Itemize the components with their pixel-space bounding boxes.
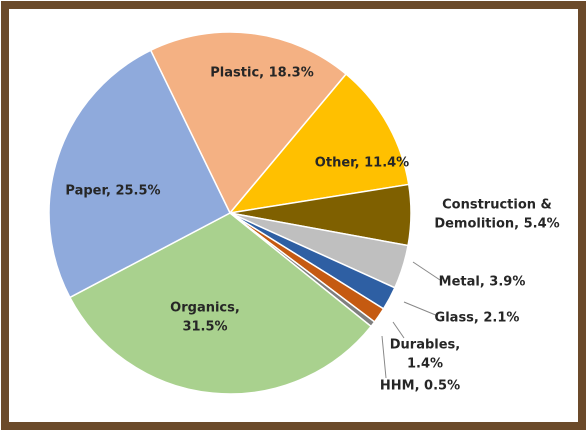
slice-label: Metal, 3.9% — [439, 275, 526, 290]
slice-label: 31.5% — [182, 320, 227, 335]
pie-slice — [228, 73, 410, 215]
slice-label: Glass, 2.1% — [435, 311, 520, 326]
leader-line — [403, 301, 439, 317]
leader-line — [381, 335, 387, 379]
slice-label: Demolition, 5.4% — [434, 217, 559, 232]
slice-label: Organics, — [170, 301, 240, 316]
slice-label: 1.4% — [407, 357, 443, 372]
slice-label: Durables, — [390, 338, 460, 353]
slice-label: Plastic, 18.3% — [210, 66, 313, 81]
pie-slice — [149, 31, 348, 215]
leader-line — [412, 261, 441, 281]
slice-label: Other, 11.4% — [315, 156, 409, 171]
leader-line — [392, 321, 405, 339]
slice-label: Construction & — [442, 198, 552, 213]
slice-label: Paper, 25.5% — [65, 184, 160, 199]
pie-slice — [48, 49, 231, 299]
slice-label: HHM, 0.5% — [380, 379, 460, 394]
